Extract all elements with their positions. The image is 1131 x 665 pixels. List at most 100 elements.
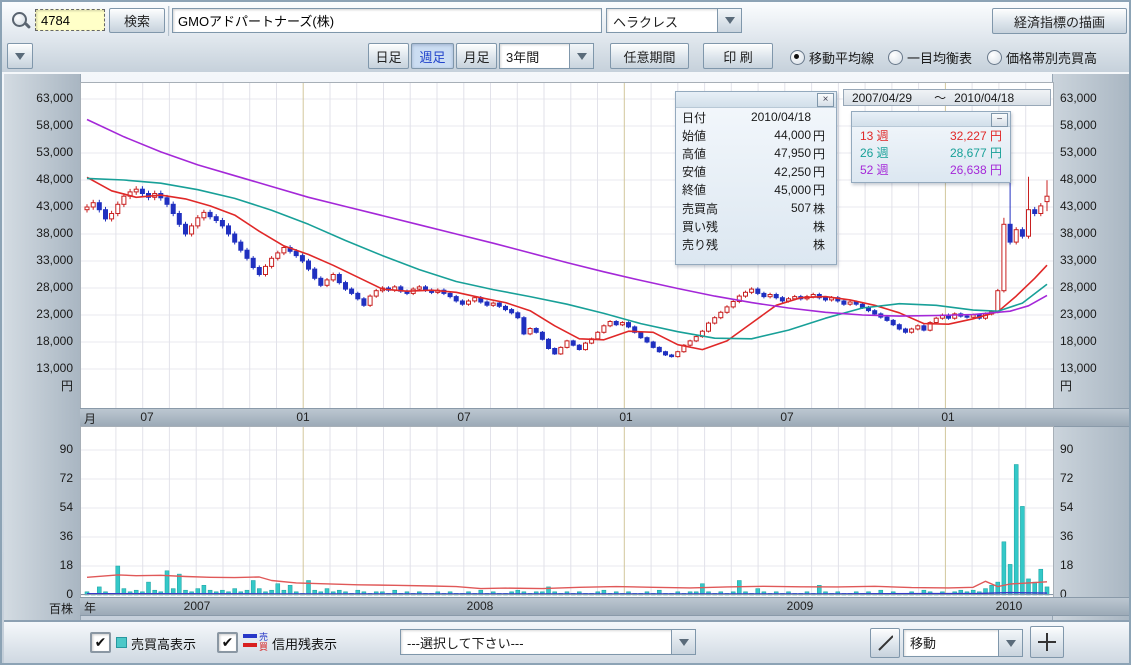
period-select[interactable]: 3年間 [499, 43, 594, 69]
price-tick-label: 53,000 [1060, 145, 1097, 159]
year-tick-label: 2008 [466, 599, 494, 613]
volume-chart[interactable] [80, 426, 1054, 598]
custom-period-button[interactable]: 任意期間 [610, 43, 689, 69]
month-tick-label: 07 [140, 410, 154, 424]
candlesticks [84, 176, 1050, 358]
volume-tick-label: 36 [1060, 529, 1074, 543]
stock-code-input[interactable] [35, 9, 105, 31]
chevron-down-icon[interactable] [569, 44, 593, 68]
tab-monthly[interactable]: 月足 [456, 43, 497, 69]
quote-info-value: 45,000 [774, 182, 811, 197]
price-tick-label: 23,000 [36, 307, 73, 321]
tab-daily[interactable]: 日足 [368, 43, 409, 69]
chevron-down-icon [15, 52, 25, 60]
credit-lines-icon: 売 買 [243, 632, 269, 652]
quote-info-label: 買い残 [682, 219, 719, 234]
quote-info-value: 47,950 [774, 146, 811, 161]
quote-info-header[interactable]: × [676, 92, 836, 108]
price-tick-label: 38,000 [1060, 226, 1097, 240]
credit-line-信用買残 [86, 574, 1048, 590]
volume-tick-label: 90 [1060, 442, 1074, 456]
panel-collapse-button[interactable] [7, 43, 33, 69]
ma-legend-value: 28,677 円 [949, 146, 1002, 160]
volume-tick-label: 18 [59, 558, 73, 572]
period-select-value: 3年間 [506, 50, 540, 65]
crosshair-icon [1038, 633, 1056, 651]
price-tick-label: 28,000 [36, 280, 73, 294]
market-select-value: ヘラクレス [613, 15, 679, 30]
ma-line-52週 [86, 118, 1048, 317]
volume-tick-label: 36 [59, 529, 73, 543]
radio-price-volume[interactable]: 価格帯別売買高 [987, 48, 1099, 67]
price-chart[interactable]: 2007/04/29 ～ 2010/04/18 × 日付 2010/04/18 始値… [80, 82, 1054, 410]
quote-info-row: 売り残 株 [676, 235, 836, 253]
quote-info-unit: 円 [813, 165, 826, 180]
price-tick-label: 48,000 [36, 172, 73, 186]
ma-legend-row: 52 週 26,638 円 [852, 161, 1010, 178]
close-icon[interactable]: × [817, 93, 834, 107]
price-tick-label: 28,000 [1060, 280, 1097, 294]
radio-price-volume-label: 価格帯別売買高 [1006, 51, 1098, 66]
search-icon [11, 11, 32, 31]
volume-tick-label: 72 [59, 471, 73, 485]
ma-legend-row: 26 週 28,677 円 [852, 144, 1010, 161]
indicator-select[interactable]: ---選択して下さい--- [400, 629, 696, 655]
month-tick-label: 01 [619, 410, 633, 424]
credit-display-checkbox[interactable]: ✔ [217, 632, 238, 653]
price-tick-label: 18,000 [36, 334, 73, 348]
price-tick-label: 43,000 [1060, 199, 1097, 213]
quote-info-label: 高値 [682, 146, 707, 161]
ma-legend-label: 52 週 [860, 163, 889, 177]
quote-info-value: 507 [790, 201, 811, 216]
trendline-tool-button[interactable] [870, 628, 900, 658]
stock-name-input[interactable] [172, 8, 602, 33]
price-tick-label: 33,000 [36, 253, 73, 267]
price-unit-label: 円 [60, 379, 73, 393]
control-bar: ✔ 売買高表示 ✔ 売 買 信用残表示 ---選択して下さい--- 移動 [4, 620, 1129, 663]
volume-unit-label: 百株 [48, 602, 73, 616]
ma-legend-value: 26,638 円 [949, 163, 1002, 177]
volume-tick-label: 54 [1060, 500, 1074, 514]
radio-moving-average[interactable]: 移動平均線 [790, 48, 876, 67]
range-separator: ～ [934, 91, 947, 105]
economic-indicator-button[interactable]: 経済指標の描画 [992, 8, 1127, 34]
tab-weekly[interactable]: 週足 [411, 43, 454, 69]
volume-display-label: 売買高表示 [131, 637, 197, 652]
quote-info-unit: 株 [813, 237, 826, 252]
volume-tick-label: 72 [1060, 471, 1074, 485]
volume-tick-label: 18 [1060, 558, 1074, 572]
month-tick-label: 07 [780, 410, 794, 424]
price-axis-right: 63,000 58,000 53,000 48,000 43,000 38,000 33,0… [1052, 74, 1129, 620]
quote-info-label: 終値 [682, 183, 707, 198]
search-button[interactable]: 検索 [109, 8, 165, 33]
volume-bar-icon [116, 637, 127, 648]
price-tick-label: 33,000 [1060, 253, 1097, 267]
volume-tick-label: 0 [66, 587, 73, 601]
price-tick-label: 53,000 [36, 145, 73, 159]
quote-info-unit: 株 [813, 219, 826, 234]
radio-ichimoku[interactable]: 一目均衡表 [888, 48, 974, 67]
month-axis: 月 07 01 07 01 07 01 [80, 408, 1129, 427]
ma-legend-label: 26 週 [860, 146, 889, 160]
date-range-bar: 2007/04/29 ～ 2010/04/18 [843, 89, 1051, 106]
quote-info-row: 終値 45,000 円 [676, 181, 836, 199]
price-tick-label: 43,000 [36, 199, 73, 213]
market-select[interactable]: ヘラクレス [606, 8, 742, 33]
volume-display-checkbox[interactable]: ✔ [90, 632, 111, 653]
price-tick-label: 18,000 [1060, 334, 1097, 348]
month-tick-label: 01 [941, 410, 955, 424]
tool-mode-select[interactable]: 移動 [903, 629, 1023, 657]
price-tick-label: 63,000 [1060, 91, 1097, 105]
price-tick-label: 23,000 [1060, 307, 1097, 321]
chevron-down-icon[interactable] [671, 630, 695, 654]
ma-legend-header[interactable]: − [852, 112, 1010, 127]
quote-info-box: × 日付 2010/04/18 始値 44,000 円高値 47,950 円安値 42,250… [675, 91, 837, 265]
minimize-icon[interactable]: − [991, 113, 1008, 127]
print-button[interactable]: 印 刷 [703, 43, 773, 69]
crosshair-tool-button[interactable] [1030, 626, 1064, 658]
quote-info-label: 安値 [682, 165, 707, 180]
chevron-down-icon[interactable] [717, 9, 741, 32]
price-tick-label: 48,000 [1060, 172, 1097, 186]
radio-moving-average-label: 移動平均線 [809, 51, 875, 66]
chevron-down-icon[interactable] [998, 630, 1022, 656]
